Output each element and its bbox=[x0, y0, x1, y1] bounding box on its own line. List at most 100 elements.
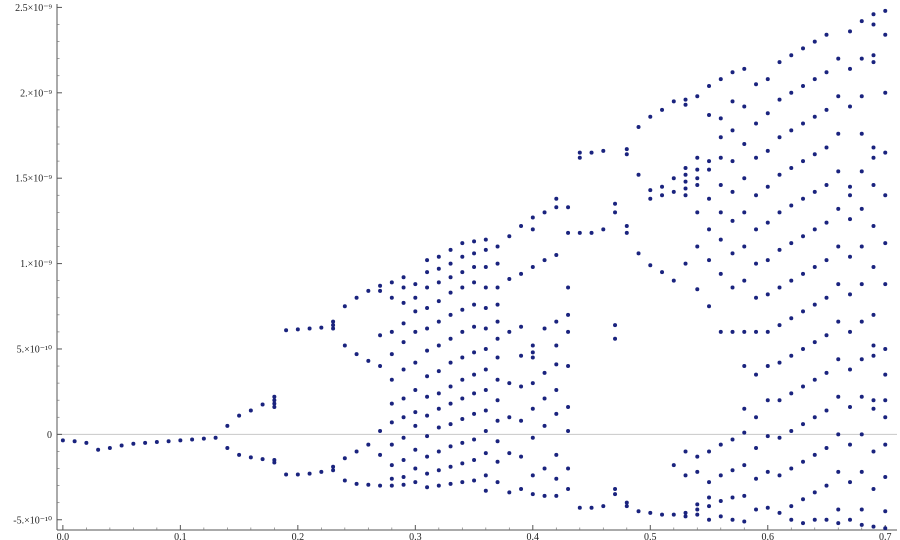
data-point bbox=[777, 360, 782, 365]
data-point bbox=[671, 463, 676, 468]
data-point bbox=[542, 396, 547, 401]
data-point bbox=[859, 282, 864, 287]
data-point bbox=[389, 476, 394, 481]
data-point bbox=[530, 355, 535, 360]
data-point bbox=[859, 507, 864, 512]
data-point bbox=[718, 271, 723, 276]
data-point bbox=[519, 487, 524, 492]
data-point bbox=[848, 104, 853, 109]
data-point bbox=[730, 70, 735, 75]
data-point bbox=[495, 244, 500, 249]
data-point bbox=[859, 131, 864, 136]
data-point bbox=[824, 107, 829, 112]
data-point bbox=[883, 509, 888, 514]
data-point bbox=[883, 282, 888, 287]
data-point bbox=[190, 437, 195, 442]
data-point bbox=[765, 220, 770, 225]
data-point bbox=[613, 492, 618, 497]
data-point bbox=[507, 490, 512, 495]
data-point bbox=[824, 408, 829, 413]
data-point bbox=[613, 210, 618, 215]
data-point bbox=[671, 176, 676, 181]
data-point bbox=[354, 295, 359, 300]
data-point bbox=[237, 452, 242, 457]
data-point bbox=[542, 423, 547, 428]
data-point bbox=[801, 196, 806, 201]
data-point bbox=[495, 302, 500, 307]
data-point bbox=[460, 377, 465, 382]
data-point bbox=[554, 205, 559, 210]
data-point bbox=[812, 189, 817, 194]
data-point bbox=[848, 329, 853, 334]
data-point bbox=[742, 66, 747, 71]
data-point bbox=[718, 498, 723, 503]
y-tick-label: 5.×10⁻¹⁰ bbox=[17, 344, 52, 355]
data-point bbox=[801, 497, 806, 502]
data-point bbox=[812, 152, 817, 157]
data-point bbox=[448, 336, 453, 341]
data-point bbox=[119, 443, 124, 448]
data-point bbox=[824, 145, 829, 150]
y-tick-label: 0 bbox=[47, 430, 52, 441]
data-point bbox=[566, 487, 571, 492]
data-point bbox=[401, 415, 406, 420]
data-point bbox=[472, 391, 477, 396]
data-point bbox=[836, 169, 841, 174]
data-point bbox=[836, 319, 841, 324]
data-point bbox=[695, 183, 700, 188]
data-point bbox=[765, 77, 770, 82]
data-point bbox=[566, 466, 571, 471]
data-point bbox=[519, 454, 524, 459]
data-point bbox=[777, 210, 782, 215]
data-point bbox=[777, 97, 782, 102]
data-point bbox=[472, 350, 477, 355]
data-point bbox=[436, 299, 441, 304]
data-point bbox=[331, 464, 336, 469]
data-point bbox=[448, 275, 453, 280]
data-point bbox=[436, 425, 441, 430]
data-point bbox=[801, 422, 806, 427]
data-point bbox=[436, 483, 441, 488]
data-point bbox=[425, 485, 430, 490]
data-point bbox=[483, 346, 488, 351]
data-point bbox=[660, 184, 665, 189]
data-point bbox=[836, 244, 841, 249]
data-point bbox=[307, 471, 312, 476]
data-point bbox=[436, 343, 441, 348]
data-point bbox=[765, 398, 770, 403]
data-point bbox=[695, 244, 700, 249]
data-point bbox=[801, 159, 806, 164]
data-point bbox=[554, 411, 559, 416]
data-point bbox=[589, 230, 594, 235]
data-point bbox=[801, 384, 806, 389]
data-point bbox=[718, 77, 723, 82]
data-point bbox=[389, 420, 394, 425]
data-point bbox=[883, 398, 888, 403]
data-point bbox=[777, 473, 782, 478]
data-point bbox=[96, 447, 101, 452]
data-point bbox=[859, 469, 864, 474]
data-point bbox=[530, 350, 535, 355]
data-point bbox=[859, 319, 864, 324]
data-point bbox=[707, 258, 712, 263]
data-point bbox=[671, 189, 676, 194]
data-point bbox=[789, 517, 794, 522]
data-point bbox=[354, 449, 359, 454]
data-point bbox=[883, 526, 888, 531]
data-point bbox=[695, 507, 700, 512]
data-point bbox=[413, 295, 418, 300]
data-point bbox=[871, 353, 876, 358]
data-point bbox=[260, 402, 265, 407]
data-point bbox=[483, 247, 488, 252]
data-point bbox=[507, 234, 512, 239]
data-point bbox=[812, 302, 817, 307]
data-point bbox=[707, 83, 712, 88]
data-point bbox=[648, 196, 653, 201]
data-point bbox=[871, 224, 876, 229]
data-point bbox=[425, 471, 430, 476]
data-point bbox=[742, 364, 747, 369]
data-point bbox=[742, 244, 747, 249]
data-point bbox=[801, 521, 806, 526]
data-point bbox=[413, 282, 418, 287]
data-point bbox=[389, 442, 394, 447]
